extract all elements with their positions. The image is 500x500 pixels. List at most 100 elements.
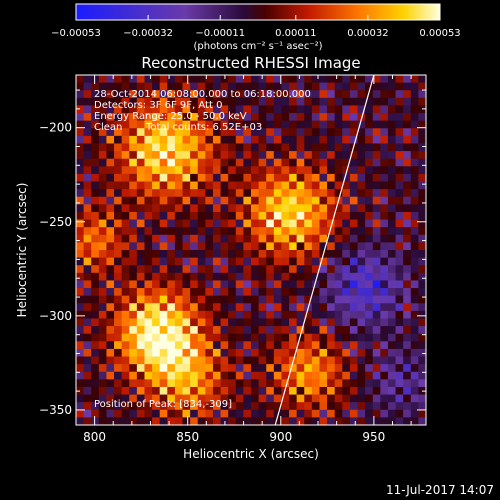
heatmap-cell [121, 90, 130, 99]
heatmap-cell [311, 211, 320, 220]
heatmap-cell [289, 82, 298, 91]
heatmap-cell [212, 120, 221, 129]
heatmap-cell [387, 151, 396, 160]
heatmap-cell [83, 242, 92, 251]
heatmap-cell [91, 181, 100, 190]
heatmap-cell [296, 242, 305, 251]
heatmap-cell [235, 97, 244, 106]
heatmap-cell [357, 181, 366, 190]
heatmap-cell [228, 280, 237, 289]
heatmap-cell [403, 113, 412, 122]
heatmap-cell [235, 326, 244, 335]
heatmap-cell [144, 326, 153, 335]
heatmap-cell [98, 250, 107, 259]
heatmap-cell [212, 113, 221, 122]
heatmap-cell [114, 113, 123, 122]
heatmap-cell [159, 173, 168, 182]
heatmap-cell [304, 272, 313, 281]
heatmap-cell [205, 143, 214, 152]
heatmap-cell [83, 303, 92, 312]
heatmap-cell [144, 211, 153, 220]
heatmap-cell [212, 158, 221, 167]
heatmap-cell [418, 234, 426, 243]
heatmap-cell [106, 97, 115, 106]
heatmap-cell [174, 196, 183, 205]
heatmap-cell [228, 257, 237, 266]
heatmap-cell [98, 379, 107, 388]
heatmap-cell [159, 219, 168, 228]
heatmap-cell [281, 75, 290, 84]
heatmap-cell [357, 128, 366, 137]
heatmap-cell [418, 348, 426, 357]
heatmap-cell [152, 242, 161, 251]
heatmap-cell [212, 417, 221, 425]
heatmap-cell [243, 295, 252, 304]
heatmap-cell [334, 386, 343, 395]
heatmap-cell [387, 120, 396, 129]
heatmap-cell [98, 288, 107, 297]
heatmap-cell [243, 356, 252, 365]
heatmap-cell [289, 227, 298, 236]
heatmap-cell [273, 242, 282, 251]
heatmap-cell [380, 379, 389, 388]
heatmap-cell [228, 326, 237, 335]
heatmap-cell [380, 386, 389, 395]
heatmap-cell [167, 417, 176, 425]
heatmap-cell [273, 143, 282, 152]
heatmap-cell [212, 394, 221, 403]
colorbar-tick-label: −0.00053 [51, 28, 101, 39]
heatmap-cell [319, 333, 328, 342]
heatmap-cell [212, 333, 221, 342]
heatmap-cell [289, 219, 298, 228]
heatmap-cell [83, 97, 92, 106]
heatmap-cell [243, 265, 252, 274]
heatmap-cell [190, 90, 199, 99]
heatmap-cell [319, 348, 328, 357]
heatmap-cell [205, 386, 214, 395]
heatmap-cell [83, 417, 92, 425]
heatmap-cell [258, 135, 267, 144]
heatmap-cell [418, 158, 426, 167]
heatmap-cell [129, 158, 138, 167]
heatmap-cell [220, 326, 229, 335]
heatmap-cell [403, 189, 412, 198]
heatmap-cell [327, 82, 336, 91]
heatmap-cell [121, 227, 130, 236]
solar-limb-line [274, 75, 375, 425]
heatmap-cell [395, 417, 404, 425]
heatmap-cell [403, 242, 412, 251]
heatmap-cell [281, 272, 290, 281]
heatmap-cell [410, 204, 419, 213]
heatmap-cell [304, 379, 313, 388]
heatmap-cell [304, 394, 313, 403]
heatmap-cell [220, 181, 229, 190]
heatmap-cell [311, 348, 320, 357]
heatmap-cell [403, 272, 412, 281]
heatmap-cell [251, 128, 260, 137]
heatmap-cell [144, 417, 153, 425]
heatmap-cell [91, 227, 100, 236]
heatmap-cell [395, 364, 404, 373]
heatmap-cell [197, 189, 206, 198]
heatmap-cell [205, 394, 214, 403]
heatmap-cell [258, 310, 267, 319]
heatmap-cell [311, 295, 320, 304]
heatmap-cell [235, 219, 244, 228]
heatmap-cell [205, 257, 214, 266]
heatmap-cell [235, 386, 244, 395]
heatmap-cell [266, 189, 275, 198]
heatmap-cell [98, 364, 107, 373]
heatmap-cell [304, 227, 313, 236]
annotation-energy: Energy Range: 25.0 - 50.0 keV [94, 111, 247, 122]
heatmap-cell [349, 196, 358, 205]
heatmap-cell [418, 166, 426, 175]
heatmap-cell [296, 333, 305, 342]
heatmap-cell [136, 310, 145, 319]
heatmap-cell [319, 173, 328, 182]
heatmap-cell [98, 348, 107, 357]
heatmap-cell [410, 143, 419, 152]
heatmap-cell [190, 272, 199, 281]
heatmap-cell [403, 409, 412, 418]
heatmap-cell [197, 265, 206, 274]
heatmap-cell [296, 303, 305, 312]
